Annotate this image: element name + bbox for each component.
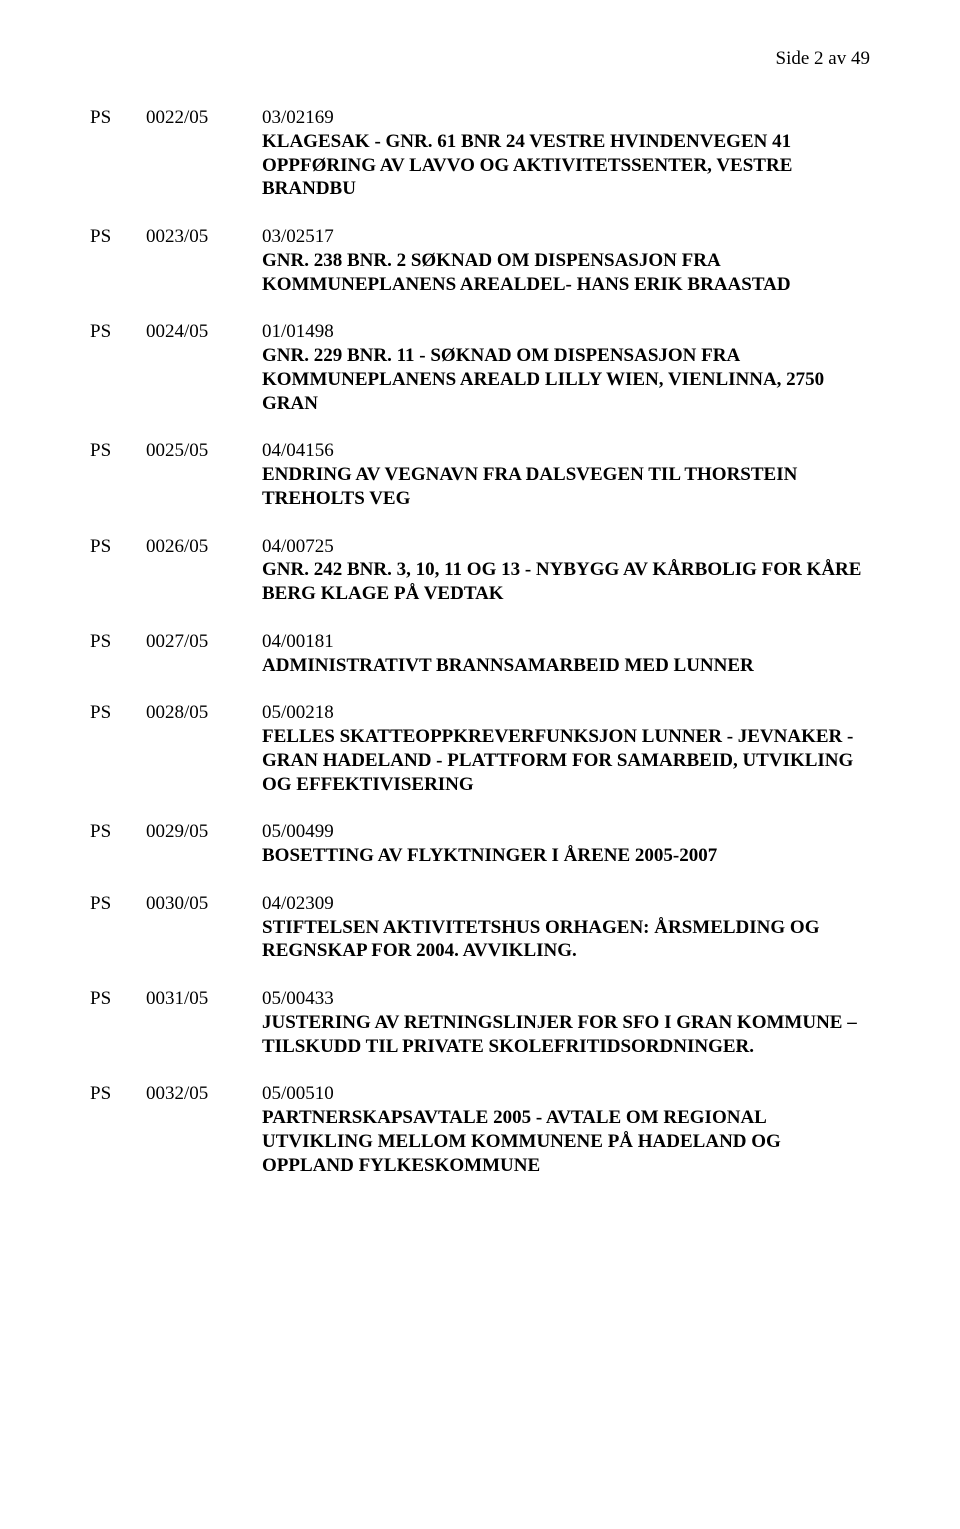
entry-body: 01/01498GNR. 229 BNR. 11 - SØKNAD OM DIS… (262, 320, 870, 415)
entry-number: 0025/05 (146, 439, 262, 463)
entry-ref: 04/02309 (262, 892, 870, 916)
entry-body: 03/02169KLAGESAK - GNR. 61 BNR 24 VESTRE… (262, 106, 870, 201)
entry-row: PS0026/0504/00725GNR. 242 BNR. 3, 10, 11… (90, 535, 870, 606)
entry-number: 0032/05 (146, 1082, 262, 1106)
entry-title: STIFTELSEN AKTIVITETSHUS ORHAGEN: ÅRSMEL… (262, 917, 819, 962)
page-header: Side 2 av 49 (90, 48, 870, 70)
entries-list: PS0022/0503/02169KLAGESAK - GNR. 61 BNR … (90, 106, 870, 1177)
entry-row: PS0028/0505/00218FELLES SKATTEOPPKREVERF… (90, 701, 870, 796)
entry-row: PS0024/0501/01498GNR. 229 BNR. 11 - SØKN… (90, 320, 870, 415)
entry-body: 04/04156ENDRING AV VEGNAVN FRA DALSVEGEN… (262, 439, 870, 510)
entry-ps: PS (90, 106, 146, 130)
entry-ref: 01/01498 (262, 320, 870, 344)
entry-title: BOSETTING AV FLYKTNINGER I ÅRENE 2005-20… (262, 845, 717, 866)
entry-number: 0027/05 (146, 630, 262, 654)
entry-row: PS0025/0504/04156ENDRING AV VEGNAVN FRA … (90, 439, 870, 510)
entry-ps: PS (90, 535, 146, 559)
entry-ps: PS (90, 820, 146, 844)
entry-row: PS0022/0503/02169KLAGESAK - GNR. 61 BNR … (90, 106, 870, 201)
entry-number: 0024/05 (146, 320, 262, 344)
entry-ps: PS (90, 630, 146, 654)
entry-ref: 03/02517 (262, 225, 870, 249)
entry-title: GNR. 242 BNR. 3, 10, 11 OG 13 - NYBYGG A… (262, 559, 861, 604)
entry-ref: 05/00433 (262, 987, 870, 1011)
entry-title: ENDRING AV VEGNAVN FRA DALSVEGEN TIL THO… (262, 464, 797, 509)
entry-ps: PS (90, 892, 146, 916)
entry-number: 0030/05 (146, 892, 262, 916)
entry-body: 04/00181ADMINISTRATIVT BRANNSAMARBEID ME… (262, 630, 870, 678)
entry-ref: 05/00499 (262, 820, 870, 844)
entry-row: PS0029/0505/00499BOSETTING AV FLYKTNINGE… (90, 820, 870, 868)
entry-ps: PS (90, 320, 146, 344)
entry-body: 05/00499BOSETTING AV FLYKTNINGER I ÅRENE… (262, 820, 870, 868)
entry-ref: 05/00510 (262, 1082, 870, 1106)
entry-title: GNR. 229 BNR. 11 - SØKNAD OM DISPENSASJO… (262, 345, 824, 414)
entry-ps: PS (90, 1082, 146, 1106)
entry-ps: PS (90, 439, 146, 463)
entry-body: 04/00725GNR. 242 BNR. 3, 10, 11 OG 13 - … (262, 535, 870, 606)
entry-row: PS0030/0504/02309STIFTELSEN AKTIVITETSHU… (90, 892, 870, 963)
entry-ref: 03/02169 (262, 106, 870, 130)
entry-ps: PS (90, 701, 146, 725)
entry-ref: 04/00725 (262, 535, 870, 559)
entry-number: 0022/05 (146, 106, 262, 130)
entry-ref: 05/00218 (262, 701, 870, 725)
entry-ps: PS (90, 987, 146, 1011)
entry-ref: 04/00181 (262, 630, 870, 654)
entry-body: 04/02309STIFTELSEN AKTIVITETSHUS ORHAGEN… (262, 892, 870, 963)
entry-body: 05/00510PARTNERSKAPSAVTALE 2005 - AVTALE… (262, 1082, 870, 1177)
entry-ref: 04/04156 (262, 439, 870, 463)
entry-title: FELLES SKATTEOPPKREVERFUNKSJON LUNNER - … (262, 726, 853, 795)
entry-title: GNR. 238 BNR. 2 SØKNAD OM DISPENSASJON F… (262, 250, 791, 295)
entry-number: 0023/05 (146, 225, 262, 249)
entry-title: JUSTERING AV RETNINGSLINJER FOR SFO I GR… (262, 1012, 857, 1057)
entry-body: 05/00218FELLES SKATTEOPPKREVERFUNKSJON L… (262, 701, 870, 796)
entry-body: 05/00433JUSTERING AV RETNINGSLINJER FOR … (262, 987, 870, 1058)
entry-number: 0028/05 (146, 701, 262, 725)
entry-number: 0026/05 (146, 535, 262, 559)
entry-row: PS0023/0503/02517GNR. 238 BNR. 2 SØKNAD … (90, 225, 870, 296)
entry-number: 0031/05 (146, 987, 262, 1011)
entry-row: PS0031/0505/00433JUSTERING AV RETNINGSLI… (90, 987, 870, 1058)
entry-number: 0029/05 (146, 820, 262, 844)
entry-ps: PS (90, 225, 146, 249)
entry-body: 03/02517GNR. 238 BNR. 2 SØKNAD OM DISPEN… (262, 225, 870, 296)
entry-title: KLAGESAK - GNR. 61 BNR 24 VESTRE HVINDEN… (262, 131, 792, 200)
document-page: Side 2 av 49 PS0022/0503/02169KLAGESAK -… (0, 0, 960, 1249)
entry-row: PS0027/0504/00181ADMINISTRATIVT BRANNSAM… (90, 630, 870, 678)
entry-title: ADMINISTRATIVT BRANNSAMARBEID MED LUNNER (262, 655, 754, 676)
entry-title: PARTNERSKAPSAVTALE 2005 - AVTALE OM REGI… (262, 1107, 781, 1176)
entry-row: PS0032/0505/00510PARTNERSKAPSAVTALE 2005… (90, 1082, 870, 1177)
